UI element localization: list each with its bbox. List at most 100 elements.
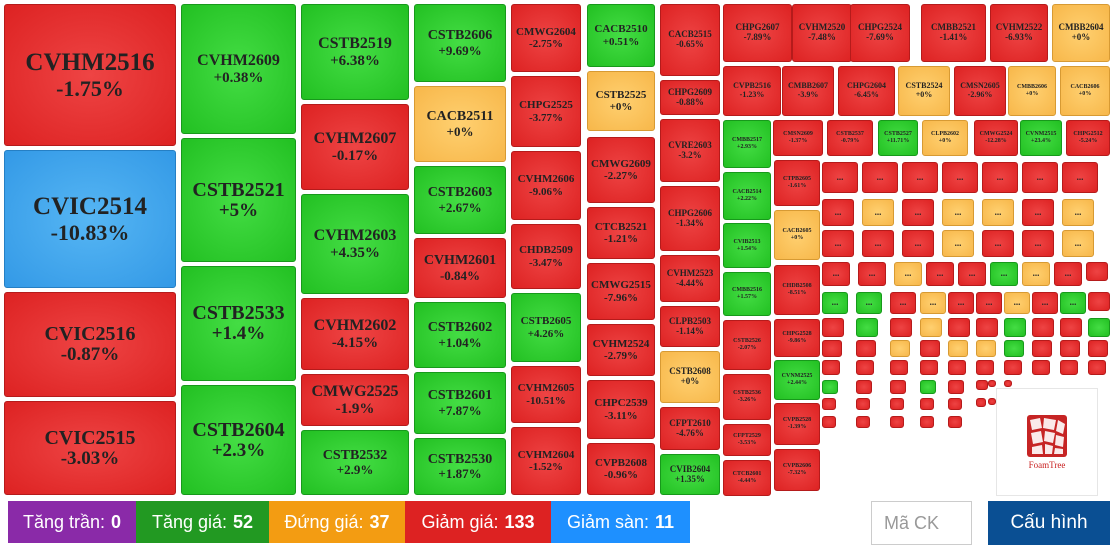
small-stock-tile[interactable]: ... — [902, 230, 934, 257]
stock-tile-cacb2510[interactable]: CACB2510 +0.51% — [587, 4, 655, 67]
stock-tile-clpb2503[interactable]: CLPB2503 -1.14% — [660, 306, 720, 347]
stock-tile-cmbb2606[interactable]: CMBB2606 +0% — [1008, 66, 1056, 116]
down-stat[interactable]: Giảm giá: 133 — [405, 501, 551, 543]
stock-tile-cvhm2604[interactable]: CVHM2604 -1.52% — [511, 427, 581, 495]
small-stock-tile[interactable] — [1004, 360, 1022, 375]
floor-stat[interactable]: Giảm sàn: 11 — [551, 501, 690, 543]
stock-tile-cstb2537[interactable]: CSTB2537 -0.79% — [827, 120, 873, 156]
stock-tile-cvic2514[interactable]: CVIC2514 -10.83% — [4, 150, 176, 288]
small-stock-tile[interactable] — [948, 416, 962, 428]
stock-tile-cstb2601[interactable]: CSTB2601 +7.87% — [414, 372, 506, 434]
stock-tile-cmbb2517[interactable]: CMBB2517 +2.93% — [723, 120, 771, 168]
stock-tile-cstb2530[interactable]: CSTB2530 +1.87% — [414, 438, 506, 495]
stock-tile-cvhm2607[interactable]: CVHM2607 -0.17% — [301, 104, 409, 190]
small-stock-tile[interactable]: ... — [926, 262, 954, 286]
stock-tile-chpg2606[interactable]: CHPG2606 -1.34% — [660, 186, 720, 251]
small-stock-tile[interactable]: ... — [1022, 162, 1058, 193]
ceiling-stat[interactable]: Tăng trần: 0 — [8, 501, 136, 543]
stock-tile-cvhm2605[interactable]: CVHM2605 -10.51% — [511, 366, 581, 423]
flat-stat[interactable]: Đứng giá: 37 — [269, 501, 405, 543]
stock-tile-cvpb2606[interactable]: CVPB2606 -7.32% — [774, 449, 820, 491]
stock-tile-chpg2607[interactable]: CHPG2607 -7.89% — [723, 4, 792, 62]
stock-tile-cmwg2525[interactable]: CMWG2525 -1.9% — [301, 374, 409, 426]
treemap[interactable]: CVHM2516 -1.75% CVIC2514 -10.83% CVIC2516 -0.… — [0, 0, 1115, 498]
small-stock-tile[interactable]: ... — [902, 162, 938, 193]
stock-tile-cstb2608[interactable]: CSTB2608 +0% — [660, 351, 720, 403]
stock-tile-cvic2515[interactable]: CVIC2515 -3.03% — [4, 401, 176, 495]
small-stock-tile[interactable] — [822, 380, 838, 394]
stock-tile-cmwg2604[interactable]: CMWG2604 -2.75% — [511, 4, 581, 72]
stock-tile-chpg2528[interactable]: CHPG2528 -9.86% — [774, 319, 820, 357]
stock-tile-cvhm2606[interactable]: CVHM2606 -9.06% — [511, 151, 581, 220]
stock-tile-ctpb2605[interactable]: CTPB2605 -1.61% — [774, 160, 820, 206]
small-stock-tile[interactable] — [822, 340, 842, 357]
small-stock-tile[interactable] — [1032, 340, 1052, 357]
stock-tile-cvib2513[interactable]: CVIB2513 +1.54% — [723, 223, 771, 268]
small-stock-tile[interactable]: ... — [1022, 262, 1050, 286]
small-stock-tile[interactable] — [1004, 318, 1026, 337]
small-stock-tile[interactable]: ... — [862, 162, 898, 193]
small-stock-tile[interactable]: ... — [890, 292, 916, 314]
small-stock-tile[interactable]: ... — [1032, 292, 1058, 314]
stock-tile-cvhm2603[interactable]: CVHM2603 +4.35% — [301, 194, 409, 294]
small-stock-tile[interactable]: ... — [822, 262, 850, 286]
stock-tile-cstb2533[interactable]: CSTB2533 +1.4% — [181, 266, 296, 381]
stock-tile-cacb2511[interactable]: CACB2511 +0% — [414, 86, 506, 162]
stock-tile-cstb2605[interactable]: CSTB2605 +4.26% — [511, 293, 581, 362]
small-stock-tile[interactable] — [976, 380, 988, 390]
stock-tile-cvre2603[interactable]: CVRE2603 -3.2% — [660, 119, 720, 182]
stock-tile-cvnm2525[interactable]: CVNM2525 +2.44% — [774, 360, 820, 400]
small-stock-tile[interactable] — [890, 380, 906, 394]
small-stock-tile[interactable] — [822, 398, 836, 410]
stock-tile-cvpb2608[interactable]: CVPB2608 -0.96% — [587, 443, 655, 495]
stock-tile-cvpb2528[interactable]: CVPB2528 -1.39% — [774, 403, 820, 445]
stock-tile-cstb2526[interactable]: CSTB2526 -2.07% — [723, 320, 771, 370]
small-stock-tile[interactable]: ... — [990, 262, 1018, 286]
small-stock-tile[interactable] — [1088, 360, 1106, 375]
stock-tile-cfpt2610[interactable]: CFPT2610 -4.76% — [660, 407, 720, 450]
small-stock-tile[interactable]: ... — [942, 230, 974, 257]
stock-tile-chpg2512[interactable]: CHPG2512 -5.24% — [1066, 120, 1110, 156]
stock-tile-cstb2525[interactable]: CSTB2525 +0% — [587, 71, 655, 131]
stock-tile-ctcb2601[interactable]: CTCB2601 -4.44% — [723, 460, 771, 496]
stock-tile-cmbb2516[interactable]: CMBB2516 +1.57% — [723, 272, 771, 316]
small-stock-tile[interactable]: ... — [1022, 199, 1054, 226]
stock-tile-cvhm2601[interactable]: CVHM2601 -0.84% — [414, 238, 506, 298]
small-stock-tile[interactable]: ... — [1062, 162, 1098, 193]
small-stock-tile[interactable] — [1086, 262, 1108, 281]
small-stock-tile[interactable] — [948, 340, 968, 357]
stock-tile-cvhm2524[interactable]: CVHM2524 -2.79% — [587, 324, 655, 376]
stock-tile-cstb2519[interactable]: CSTB2519 +6.38% — [301, 4, 409, 100]
small-stock-tile[interactable]: ... — [982, 230, 1014, 257]
stock-tile-cacb2514[interactable]: CACB2514 +2.22% — [723, 172, 771, 220]
stock-tile-cvhm2609[interactable]: CVHM2609 +0.38% — [181, 4, 296, 134]
stock-tile-cmbb2604[interactable]: CMBB2604 +0% — [1052, 4, 1110, 62]
small-stock-tile[interactable] — [948, 380, 964, 394]
stock-tile-cstb2602[interactable]: CSTB2602 +1.04% — [414, 302, 506, 368]
small-stock-tile[interactable] — [1032, 360, 1050, 375]
small-stock-tile[interactable] — [920, 360, 938, 375]
small-stock-tile[interactable]: ... — [1062, 199, 1094, 226]
small-stock-tile[interactable] — [822, 318, 844, 337]
small-stock-tile[interactable] — [1088, 340, 1108, 357]
small-stock-tile[interactable]: ... — [1054, 262, 1082, 286]
small-stock-tile[interactable] — [948, 318, 970, 337]
small-stock-tile[interactable] — [948, 360, 966, 375]
small-stock-tile[interactable] — [1004, 380, 1012, 387]
small-stock-tile[interactable] — [976, 398, 986, 407]
small-stock-tile[interactable] — [856, 398, 870, 410]
stock-tile-cvic2516[interactable]: CVIC2516 -0.87% — [4, 292, 176, 397]
small-stock-tile[interactable] — [976, 360, 994, 375]
stock-tile-chpg2604[interactable]: CHPG2604 -6.45% — [838, 66, 895, 116]
small-stock-tile[interactable]: ... — [948, 292, 974, 314]
small-stock-tile[interactable] — [1060, 360, 1078, 375]
stock-tile-cstb2524[interactable]: CSTB2524 +0% — [898, 66, 950, 116]
stock-tile-cstb2536[interactable]: CSTB2536 -3.26% — [723, 374, 771, 420]
small-stock-tile[interactable] — [856, 416, 870, 428]
small-stock-tile[interactable]: ... — [822, 199, 854, 226]
small-stock-tile[interactable] — [1088, 318, 1110, 337]
stock-tile-chdb2509[interactable]: CHDB2509 -3.47% — [511, 224, 581, 289]
small-stock-tile[interactable]: ... — [822, 230, 854, 257]
stock-tile-chpg2524[interactable]: CHPG2524 -7.69% — [850, 4, 910, 62]
stock-tile-cvhm2602[interactable]: CVHM2602 -4.15% — [301, 298, 409, 370]
